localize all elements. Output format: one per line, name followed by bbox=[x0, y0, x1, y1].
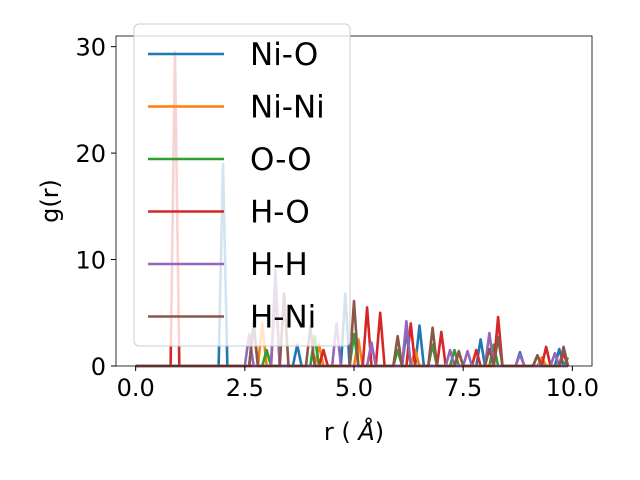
y-tick-label: 20 bbox=[75, 140, 106, 168]
legend-label-h-ni: H-Ni bbox=[250, 300, 316, 336]
ticks-layer: 0.0 2.5 5.0 7.5 10.0 0 10 20 30 bbox=[75, 34, 599, 402]
legend-label-h-o: H-O bbox=[250, 195, 310, 231]
y-axis-label: g(r) bbox=[36, 179, 64, 223]
x-axis-label-close: ) bbox=[375, 418, 384, 446]
y-tick-label: 0 bbox=[91, 353, 106, 381]
x-tick-label: 2.5 bbox=[226, 374, 264, 402]
x-tick-label: 10.0 bbox=[546, 374, 599, 402]
legend-label-ni-o: Ni-O bbox=[250, 37, 318, 73]
y-tick-label: 10 bbox=[75, 247, 106, 275]
x-tick-label: 7.5 bbox=[444, 374, 482, 402]
x-axis-label-text: r ( bbox=[324, 418, 359, 446]
legend: Ni-O Ni-Ni O-O H-O H-H H-Ni bbox=[133, 23, 351, 347]
legend-box bbox=[133, 23, 351, 347]
y-tick-label: 30 bbox=[75, 34, 106, 62]
x-axis-label: r ( Å) bbox=[324, 417, 384, 446]
legend-label-ni-ni: Ni-Ni bbox=[250, 90, 325, 126]
x-axis-label-symbol: Å bbox=[356, 417, 374, 446]
x-tick-label: 5.0 bbox=[335, 374, 373, 402]
legend-label-h-h: H-H bbox=[250, 247, 308, 283]
legend-label-o-o: O-O bbox=[250, 142, 312, 178]
x-tick-label: 0.0 bbox=[117, 374, 155, 402]
